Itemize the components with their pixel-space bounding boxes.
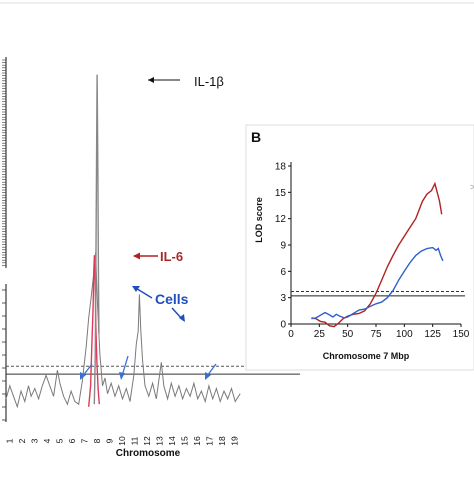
panel-b-letter: B [251, 129, 261, 145]
x-tick-label: 15 [180, 436, 190, 446]
panel-b-axes: 0 25 50 75 100 125 150 0 3 6 9 12 15 18 [275, 162, 470, 341]
panel-a-series [5, 74, 241, 409]
x-tick-label: 150 [453, 329, 470, 340]
series-line-cells [5, 252, 241, 409]
x-tick-label: 13 [155, 436, 165, 446]
panel-a-lower-ticks [2, 289, 6, 421]
cells-arrowhead-1 [132, 286, 140, 292]
x-tick-label: 75 [370, 329, 382, 340]
y-tick-label: 0 [280, 320, 286, 331]
peak-arrowhead-chr7 [119, 372, 125, 380]
x-tick-label: 17 [205, 436, 215, 446]
il6-label: IL-6 [160, 249, 183, 264]
y-tick-label: 12 [275, 214, 287, 225]
panel-b-legend-fragment: > [470, 182, 474, 192]
y-tick-label: 15 [275, 188, 287, 199]
x-tick-label: 19 [230, 436, 240, 446]
panel-b-x-label: Chromosome 7 Mbp [323, 351, 410, 361]
x-tick-label: 16 [192, 436, 202, 446]
x-tick-label: 10 [117, 436, 127, 446]
panel-a-x-label: Chromosome [116, 448, 181, 459]
peak-arrow-chr7 [121, 355, 129, 377]
panel-b-y-label: LOD score [254, 197, 264, 243]
x-tick-label: 8 [92, 438, 102, 443]
y-tick-label: 3 [280, 293, 286, 304]
y-tick-label: 6 [280, 267, 286, 278]
x-tick-label: 9 [104, 438, 114, 443]
x-tick-label: 0 [288, 329, 294, 340]
y-tick-label: 9 [280, 241, 286, 252]
il1b-label: IL-1β [194, 74, 224, 89]
x-tick-label: 7 [79, 438, 89, 443]
panel-b-series [311, 181, 444, 328]
panel-a-x-ticks: 1 2 3 4 5 6 7 8 9 10 11 12 13 14 15 16 17 18 19 [4, 436, 239, 446]
cells-arrowhead-2 [179, 314, 185, 322]
x-tick-label: 18 [217, 436, 227, 446]
x-tick-label: 25 [314, 329, 326, 340]
panel-b-chart: B 0 25 50 75 100 125 150 0 3 6 9 12 15 18 Chromosome … [245, 124, 474, 371]
peak-arrowhead-chr5 [80, 372, 86, 380]
x-tick-label: 4 [42, 438, 52, 443]
x-tick-label: 5 [54, 438, 64, 443]
y-tick-label: 18 [275, 162, 287, 173]
panel-b-frame [245, 124, 474, 371]
x-tick-label: 1 [4, 438, 14, 443]
panel-a-upper-ticks [2, 59, 6, 266]
x-tick-label: 12 [142, 436, 152, 446]
series-line-red [311, 181, 443, 328]
series-line-il-1- [93, 74, 100, 405]
x-tick-label: 11 [130, 436, 140, 445]
cells-label: Cells [155, 291, 189, 307]
il6-arrowhead [133, 252, 140, 260]
peak-arrowhead-chr13 [205, 372, 211, 380]
x-tick-label: 100 [396, 329, 413, 340]
x-tick-label: 14 [167, 436, 177, 446]
x-tick-label: 2 [17, 438, 27, 443]
x-tick-label: 50 [342, 329, 354, 340]
x-tick-label: 3 [29, 438, 39, 443]
x-tick-label: 6 [67, 438, 77, 443]
series-line-il-6 [88, 255, 100, 407]
il1b-arrowhead [148, 77, 154, 83]
x-tick-label: 125 [424, 329, 441, 340]
series-line-blue [311, 246, 444, 320]
panel-a-chart: 1 2 3 4 5 6 7 8 9 10 11 12 13 14 15 16 17 18 19 Chromosome… [2, 57, 300, 459]
